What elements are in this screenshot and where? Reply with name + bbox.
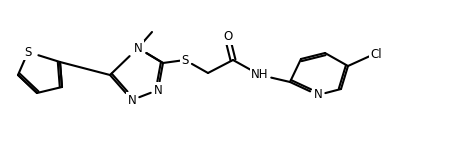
Text: O: O (224, 31, 233, 44)
Text: N: N (128, 93, 136, 106)
Text: S: S (181, 53, 189, 66)
Text: N: N (314, 88, 322, 101)
Text: NH: NH (251, 68, 269, 81)
Text: N: N (134, 41, 142, 54)
Text: N: N (153, 84, 163, 97)
Text: Cl: Cl (370, 47, 382, 60)
Text: S: S (24, 46, 32, 59)
